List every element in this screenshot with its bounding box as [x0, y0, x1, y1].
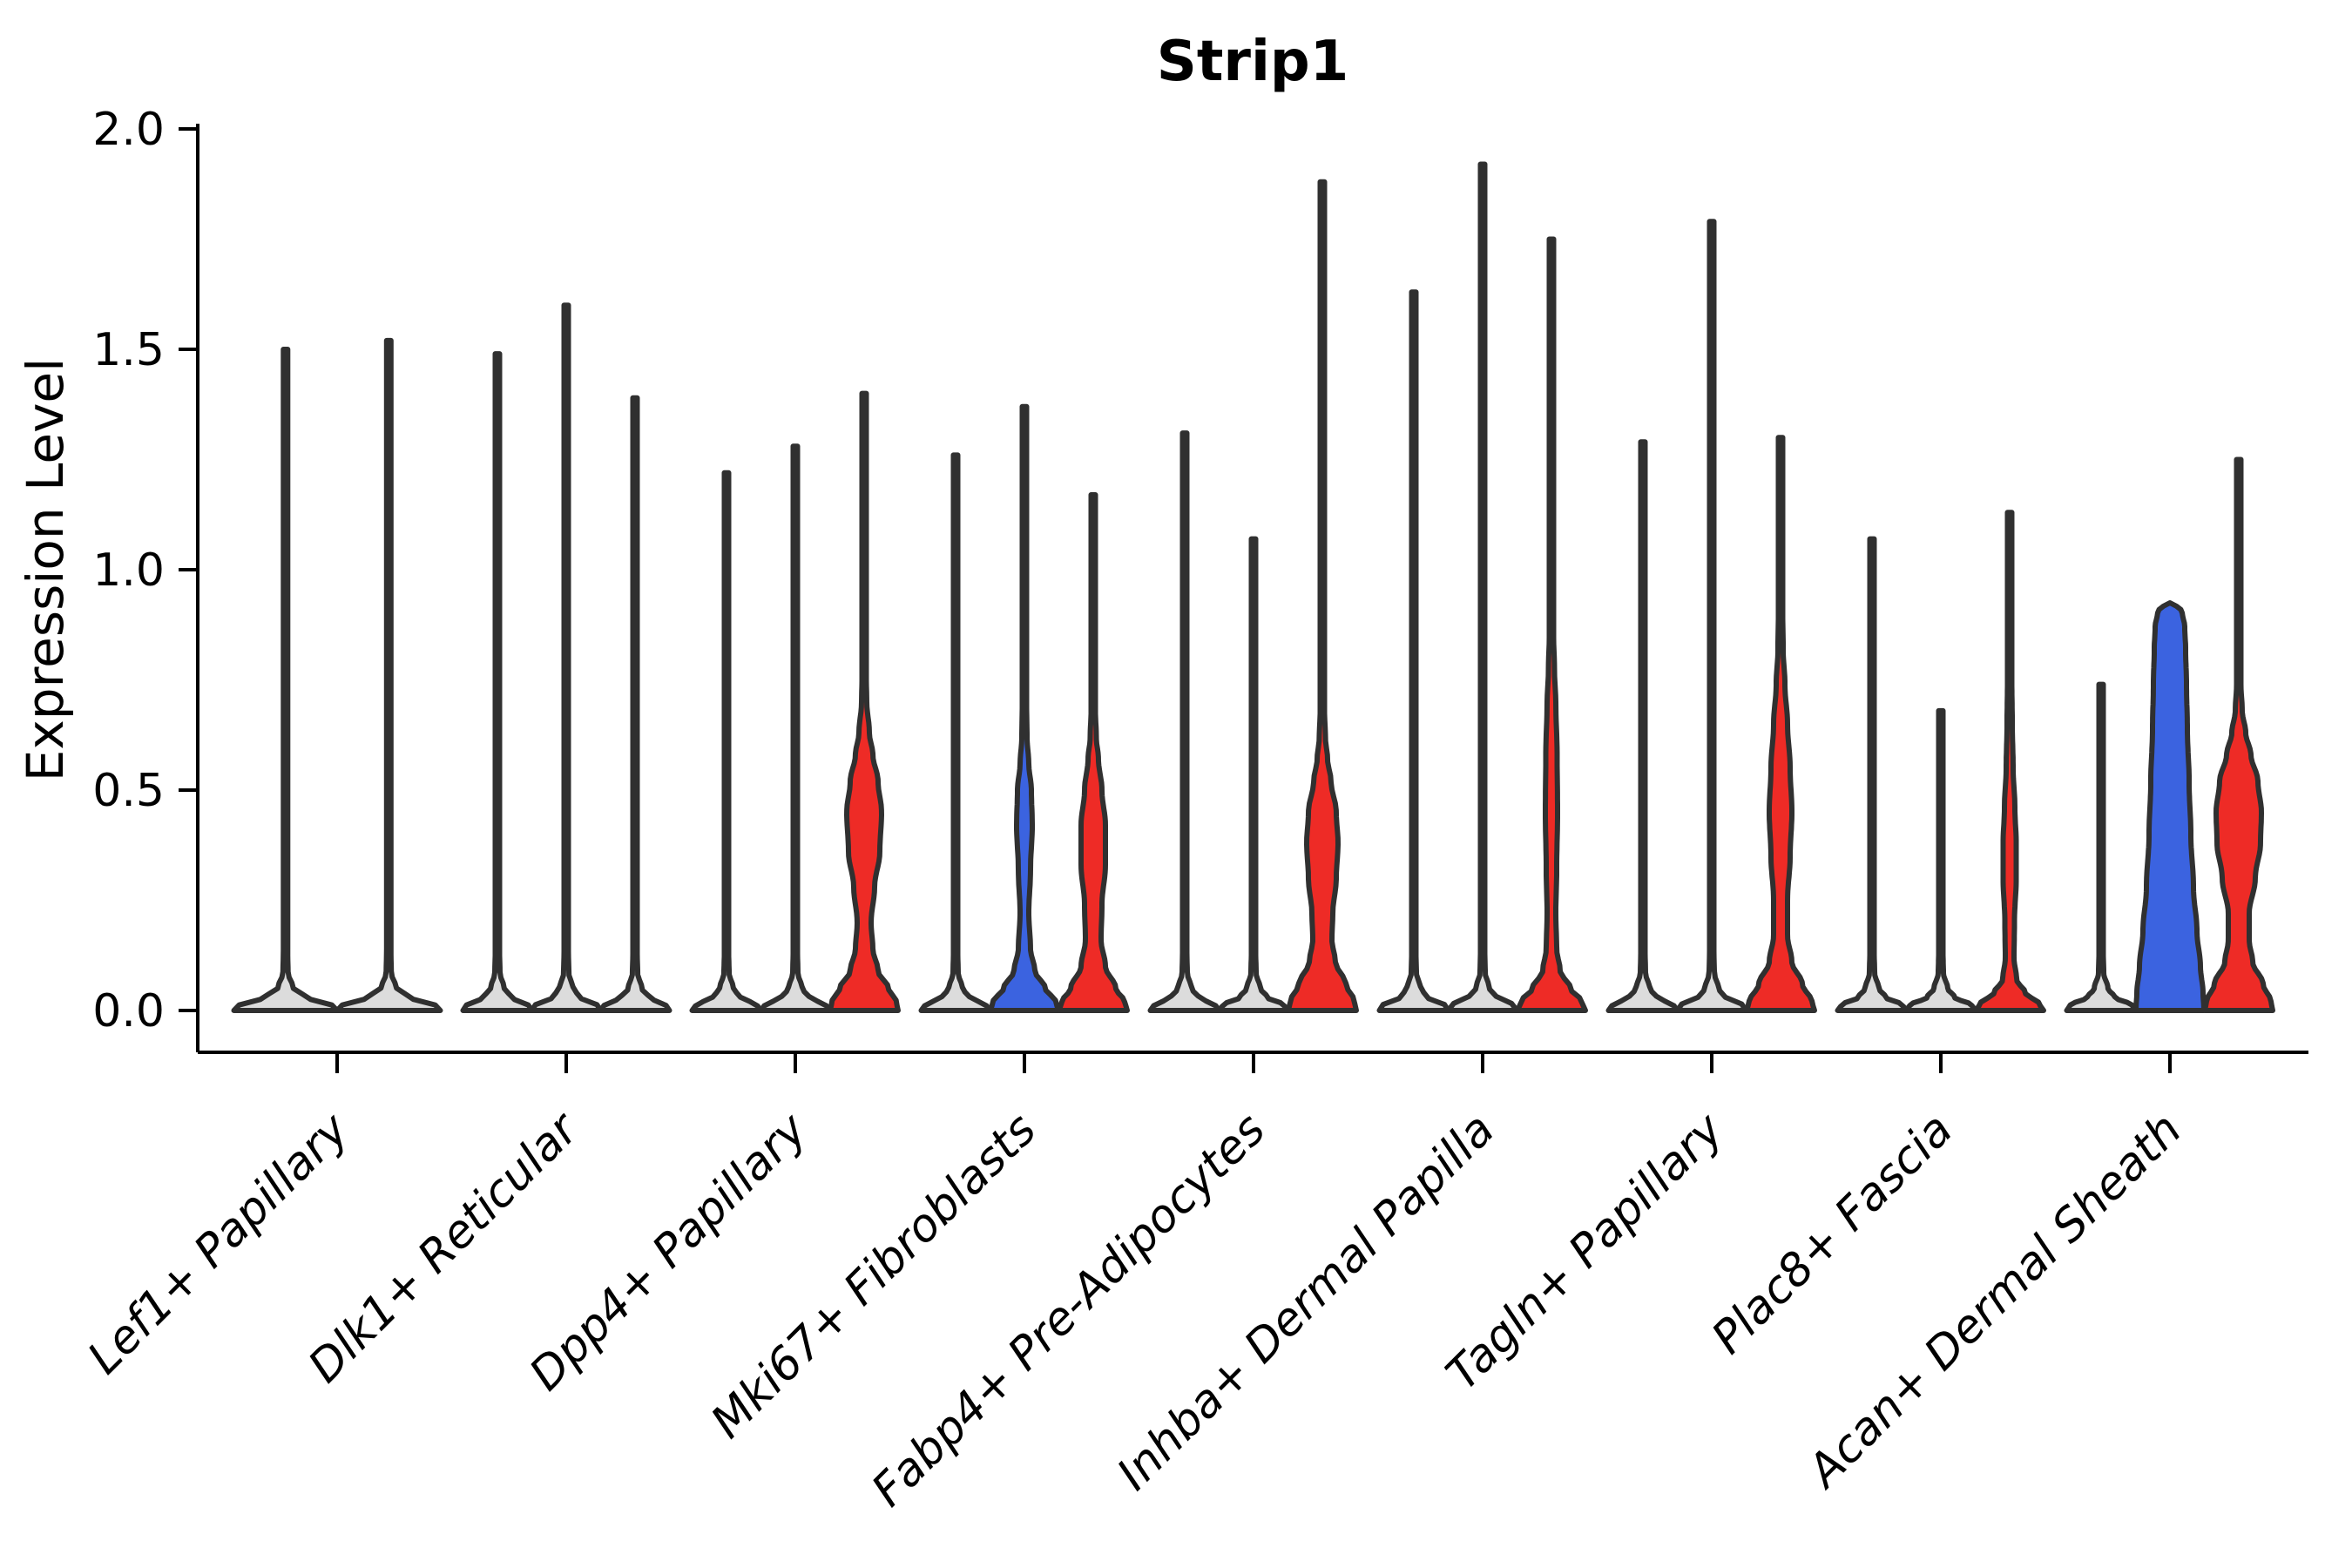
- violin-group: [1605, 219, 1817, 1013]
- violin-stalk: [1216, 536, 1291, 1013]
- violin-stalk: [918, 452, 993, 1013]
- violin-stalk: [689, 470, 764, 1013]
- violin-stalk: [529, 302, 604, 1013]
- violin-stalk: [1147, 430, 1222, 1013]
- violin-group: [1835, 510, 2046, 1013]
- violin-stalk: [460, 351, 535, 1013]
- violin-stalk: [1674, 219, 1749, 1013]
- violin-red: [1286, 179, 1359, 1013]
- violin-stalk: [1605, 439, 1680, 1013]
- x-tick-label: Inhba+ Dermal Papilla: [1107, 1104, 1504, 1501]
- violin-stalk: [2064, 681, 2139, 1013]
- x-tick-label: Acan+ Dermal Sheath: [1796, 1104, 2192, 1499]
- jitter-point: [2097, 881, 2105, 884]
- jitter-point: [1936, 863, 1945, 867]
- violin-stalk: [1903, 707, 1978, 1013]
- x-tick-label: Plac8+ Fascia: [1702, 1104, 1963, 1364]
- violin-red: [828, 390, 901, 1013]
- axes-layer: [179, 124, 2308, 1073]
- jitter-point: [1868, 876, 1876, 880]
- jitter-point: [2097, 912, 2105, 916]
- violin-group: [918, 403, 1130, 1013]
- violin-stalk: [1835, 536, 1909, 1013]
- violin-stalk: [335, 337, 443, 1013]
- violin-blue: [988, 403, 1061, 1013]
- violin-stalk: [231, 347, 340, 1013]
- y-axis-label: Expression Level: [16, 358, 75, 781]
- x-tick-label: Fabp4+ Pre-Adipocytes: [862, 1104, 1276, 1517]
- violin-group: [2064, 456, 2275, 1013]
- jitter-point: [1868, 850, 1876, 854]
- violin-stalk: [758, 443, 833, 1013]
- y-tick-label: 2.0: [92, 104, 165, 156]
- violin-stalk: [598, 395, 672, 1013]
- jitter-point: [1936, 833, 1945, 836]
- violin-group: [460, 302, 672, 1013]
- jitter-point: [2097, 850, 2105, 854]
- y-tick-label: 1.5: [92, 324, 165, 376]
- y-tick-label: 0.5: [92, 765, 165, 817]
- violin-blue: [2133, 600, 2207, 1013]
- violin-group: [689, 390, 901, 1013]
- violin-group: [1147, 179, 1359, 1013]
- violin-stalk: [1376, 289, 1451, 1013]
- plot-title: Strip1: [1157, 30, 1349, 94]
- violin-red: [1744, 435, 1817, 1013]
- violin-red: [1057, 492, 1130, 1013]
- violin-group: [231, 337, 443, 1013]
- violin-layer: [231, 161, 2275, 1013]
- y-tick-label: 0.0: [92, 985, 165, 1037]
- violin-red: [2202, 456, 2275, 1013]
- violin-red: [1973, 510, 2046, 1013]
- violin-stalk: [1445, 161, 1520, 1013]
- jitter-point: [2097, 788, 2105, 792]
- violin-group: [1376, 161, 1588, 1013]
- violin-red: [1515, 236, 1588, 1013]
- y-tick-label: 1.0: [92, 544, 165, 597]
- jitter-point: [1868, 823, 1876, 827]
